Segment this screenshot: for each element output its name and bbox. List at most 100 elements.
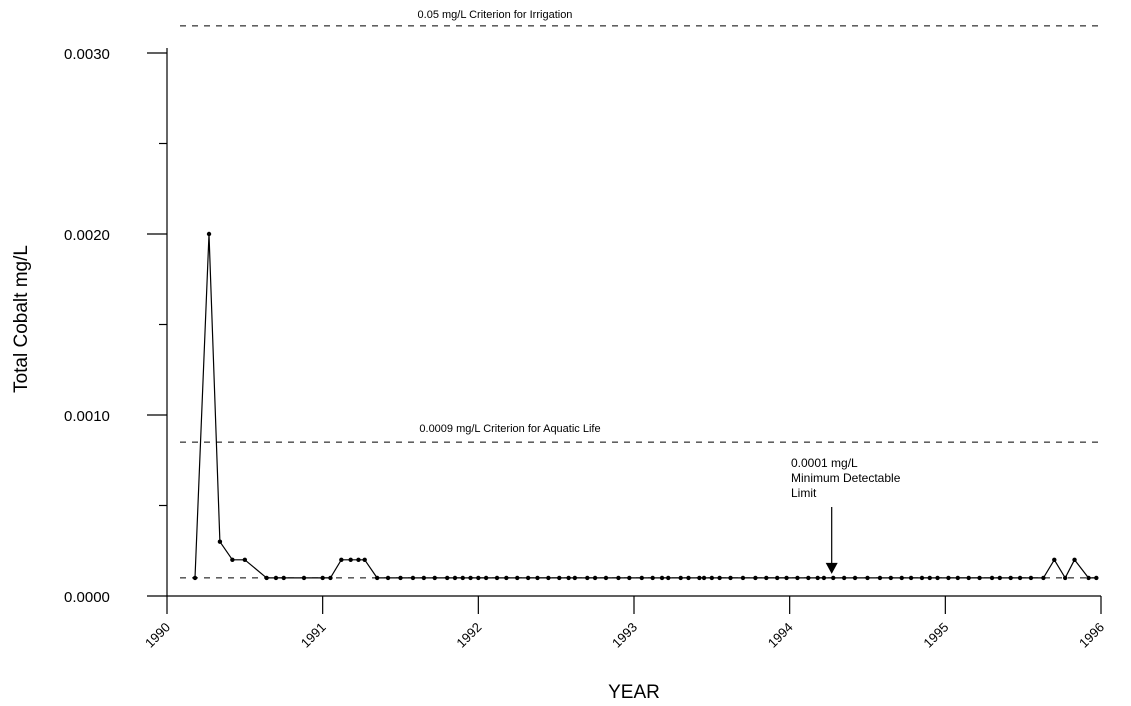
y-tick-label: 0.0000 (64, 589, 110, 606)
data-point (955, 575, 960, 581)
data-point (421, 575, 427, 581)
data-point (445, 575, 450, 581)
data-point (815, 575, 820, 581)
data-point (494, 575, 500, 581)
x-ticks: 1990 1991 1992 1993 1994 1995 1996 (142, 596, 1107, 651)
data-point (966, 575, 971, 581)
reference-line-label: 0.0009 mg/L Criterion for Aquatic Life (419, 423, 600, 435)
data-point (697, 575, 702, 581)
data-point (206, 231, 212, 237)
data-point (264, 575, 269, 581)
data-point (935, 575, 940, 581)
data-point (192, 575, 198, 581)
reference-line-label: 0.05 mg/L Criterion for Irrigation (418, 9, 573, 21)
data-point (1008, 575, 1013, 581)
data-point (566, 575, 571, 581)
data-point (919, 575, 925, 581)
data-point (217, 539, 223, 544)
data-point (946, 575, 951, 581)
data-point (686, 575, 691, 581)
data-point (1017, 575, 1023, 581)
data-point (301, 575, 307, 581)
y-tick-label: 0.0020 (64, 227, 110, 244)
data-point (775, 575, 780, 581)
x-tick-label: 1992 (453, 620, 484, 651)
x-axis-title: YEAR (608, 682, 660, 703)
x-tick-label: 1990 (142, 620, 173, 651)
data-point (1094, 575, 1099, 581)
data-point (585, 575, 590, 581)
data-point (888, 575, 894, 581)
annotation-text: 0.0001 mg/L (791, 456, 858, 470)
data-point (592, 575, 598, 581)
data-point (557, 575, 562, 581)
data-point (483, 575, 489, 581)
annotation-arrow-head (825, 562, 838, 574)
data-point (348, 557, 353, 562)
data-point (1062, 575, 1068, 581)
data-point (831, 575, 836, 581)
data-point (476, 575, 481, 581)
x-tick-label: 1994 (765, 620, 796, 651)
data-point (281, 575, 286, 581)
y-axis-title: Total Cobalt mg/L (11, 245, 32, 393)
data-point (385, 575, 391, 581)
data-point (701, 575, 707, 581)
data-point (230, 557, 235, 562)
annotation-text: Minimum Detectable (791, 471, 901, 485)
data-point (432, 575, 437, 581)
data-point (468, 575, 473, 581)
data-point (717, 575, 722, 581)
data-point (997, 575, 1003, 581)
series (192, 231, 1099, 581)
data-point (852, 575, 858, 581)
data-point (865, 575, 870, 581)
data-point (821, 575, 827, 581)
data-point (740, 575, 746, 581)
data-point (977, 575, 982, 581)
data-point (535, 575, 540, 581)
data-point (339, 557, 344, 562)
data-point (1086, 575, 1091, 581)
data-point (515, 575, 520, 581)
data-point (546, 575, 551, 581)
data-point (627, 575, 632, 581)
reference-lines: 0.05 mg/L Criterion for Irrigation 0.0009… (180, 9, 1101, 579)
data-point (989, 575, 995, 581)
data-point (639, 575, 644, 581)
axes (166, 48, 1101, 597)
data-point (452, 575, 458, 581)
data-point (616, 575, 621, 581)
annotation-text: Limit (791, 486, 817, 500)
data-point (899, 575, 904, 581)
data-point (525, 575, 531, 581)
data-point (1072, 557, 1077, 562)
y-tick-label: 0.0010 (64, 408, 110, 425)
data-point (328, 575, 333, 581)
data-point (908, 575, 914, 581)
data-point (504, 575, 509, 581)
data-point (764, 575, 769, 581)
y-ticks: 0.0000 0.0010 0.0020 0.0030 (64, 46, 167, 606)
data-point (806, 575, 811, 581)
data-point (927, 575, 932, 581)
data-point (678, 575, 683, 581)
x-tick-label: 1995 (920, 620, 951, 651)
data-point (1052, 557, 1057, 562)
data-point (709, 575, 715, 581)
data-point (795, 575, 800, 581)
x-tick-label: 1993 (609, 620, 640, 651)
data-point (877, 575, 883, 581)
data-point (410, 575, 416, 581)
data-point (753, 575, 758, 581)
data-point (1041, 575, 1046, 581)
data-point (374, 575, 380, 581)
data-point (1028, 575, 1034, 581)
data-point (841, 575, 847, 581)
data-point (398, 575, 403, 581)
data-point (659, 575, 665, 581)
data-point (572, 575, 578, 581)
data-point (320, 575, 325, 581)
data-point (728, 575, 733, 581)
